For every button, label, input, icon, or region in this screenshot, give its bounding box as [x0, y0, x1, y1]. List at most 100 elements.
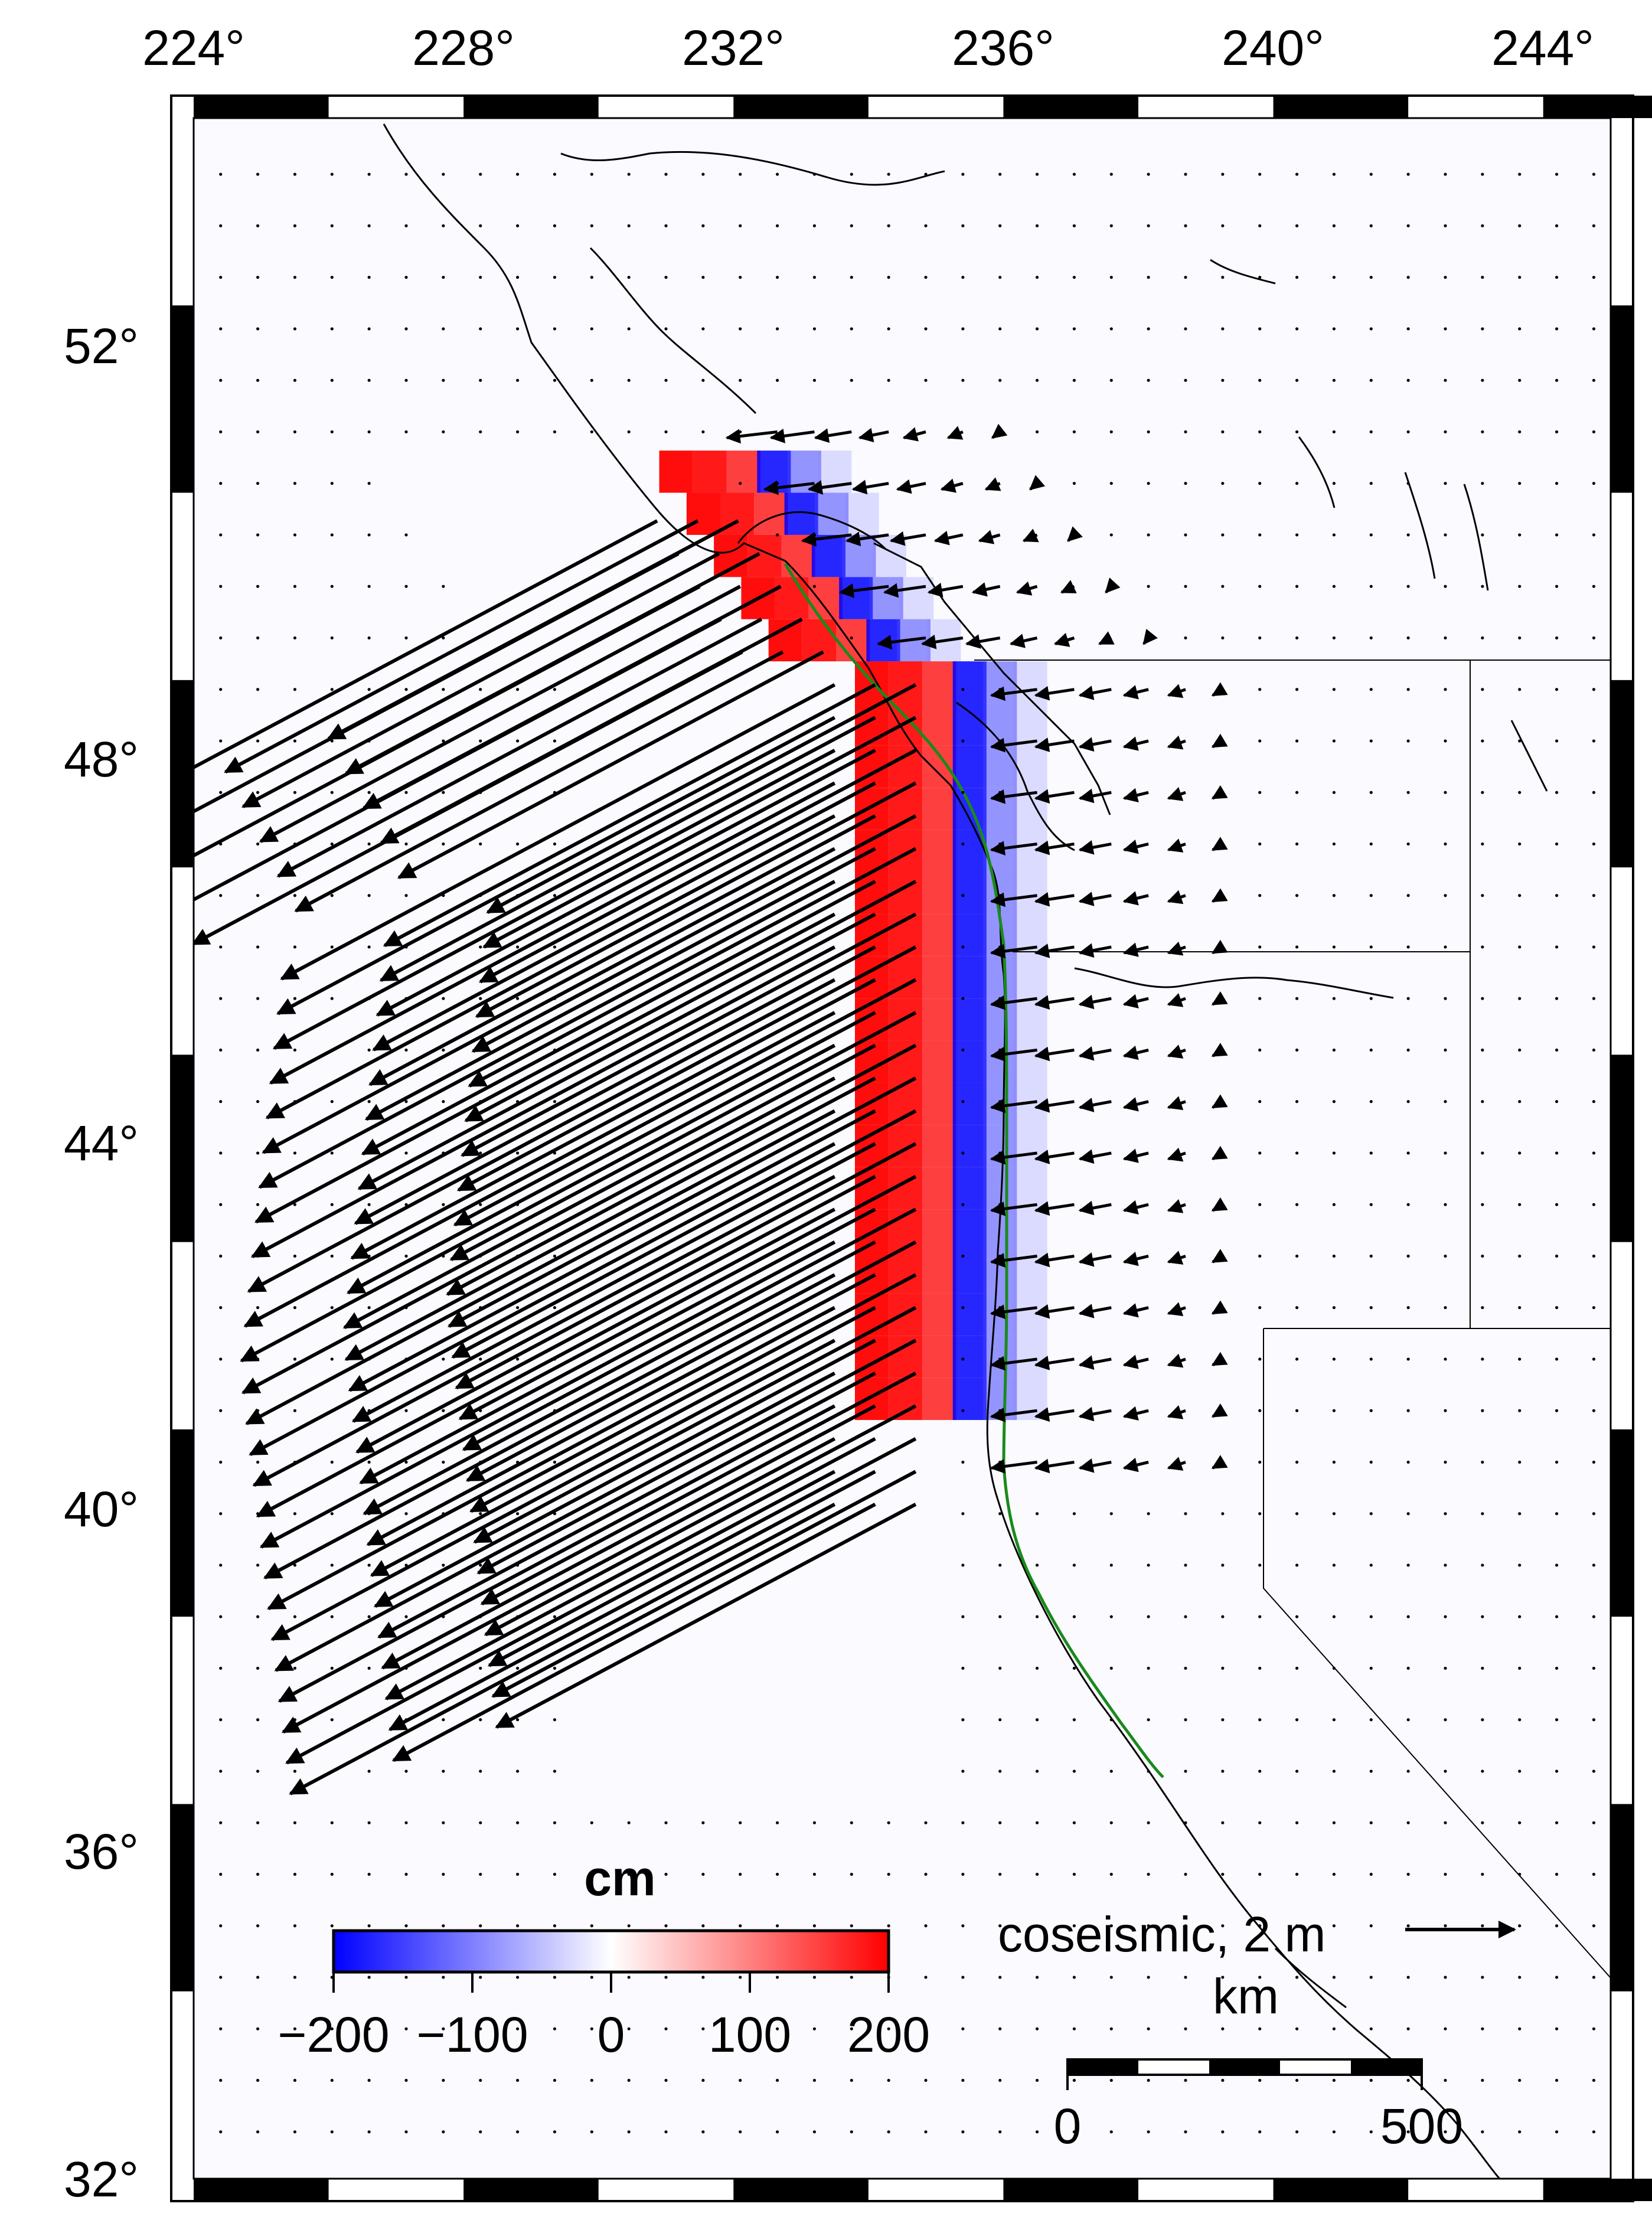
vector-point [1369, 842, 1373, 846]
vector-point [1147, 224, 1150, 228]
vector-point [515, 1666, 520, 1670]
vector-point [664, 1976, 668, 1979]
vector-point [701, 1872, 705, 1876]
vector-point [1555, 1924, 1559, 1928]
vector-point [1481, 636, 1484, 640]
displacement-patch [889, 1040, 923, 1083]
vector-point [664, 430, 668, 434]
vector-point [1481, 1924, 1484, 1928]
vector-point [1406, 1770, 1410, 1773]
vector-point [1592, 688, 1596, 691]
vector-point [1444, 1821, 1447, 1824]
displacement-patch [983, 1293, 1017, 1336]
vector-point [442, 1976, 445, 1979]
vector-point [1444, 276, 1447, 279]
displacement-vector [896, 479, 926, 494]
displacement-vector [281, 1437, 836, 1734]
vector-point [1109, 172, 1113, 176]
vector-point [256, 1976, 260, 1979]
displacement-patch [952, 830, 987, 873]
vector-point [1109, 2027, 1113, 2030]
vector-point [553, 1821, 557, 1824]
vector-point [515, 1821, 520, 1824]
vector-point [1518, 1306, 1522, 1310]
vector-point [1555, 1048, 1559, 1052]
vector-point [219, 276, 223, 279]
vector-point [1258, 1872, 1262, 1876]
vector-point [256, 1563, 260, 1567]
vector-point [1035, 1872, 1039, 1876]
vector-point [1109, 1821, 1113, 1824]
vector-point [590, 1821, 593, 1824]
vector-point [367, 1460, 371, 1464]
vector-point [330, 1357, 334, 1361]
scale-bar-label-0: 0 [1054, 2098, 1082, 2154]
vector-point [219, 2130, 223, 2134]
vector-point [1109, 1872, 1113, 1876]
vector-point [1444, 482, 1447, 485]
vector-point [1481, 430, 1484, 434]
vector-point [515, 430, 520, 434]
vector-point [1221, 172, 1225, 176]
displacement-vector [351, 1142, 876, 1423]
vector-point [1518, 1151, 1522, 1155]
vector-point [1369, 1924, 1373, 1928]
scale-bar-label-500: 500 [1380, 2098, 1463, 2154]
vector-point [1332, 1151, 1336, 1155]
displacement-vector [1122, 1354, 1149, 1369]
vector-point [1555, 1409, 1559, 1412]
vector-point [887, 1821, 890, 1824]
vector-point [330, 1203, 334, 1206]
vector-point [850, 1976, 853, 1979]
vector-point [442, 1563, 445, 1567]
vector-point [219, 1821, 223, 1824]
vector-point [1406, 739, 1410, 743]
vector-point [1295, 1718, 1299, 1722]
vector-point [998, 1357, 1002, 1361]
vector-point [1592, 1460, 1596, 1464]
displacement-vector [1167, 941, 1186, 956]
vector-point [998, 1306, 1002, 1310]
vector-point [1035, 1821, 1039, 1824]
displacement-vector [357, 912, 876, 1190]
vector-point [442, 172, 445, 176]
vector-point [256, 636, 260, 640]
displacement-patch [889, 745, 923, 788]
displacement-vector [272, 749, 836, 1050]
vector-point [664, 1924, 668, 1928]
displacement-vector [814, 428, 852, 443]
vector-point [1592, 224, 1596, 228]
vector-point [1592, 1151, 1596, 1155]
vector-point [1258, 791, 1262, 794]
vector-point [627, 378, 631, 382]
vector-point [1072, 2078, 1076, 2082]
vector-point [219, 2078, 223, 2082]
vector-point [553, 1254, 557, 1258]
vector-point [553, 2027, 557, 2030]
vector-point [330, 1718, 334, 1722]
vector-point [850, 1924, 853, 1928]
colorbar-tick-100: 100 [709, 2007, 791, 2062]
vector-point [1258, 327, 1262, 331]
vector-point [1332, 1460, 1336, 1464]
vector-point [367, 1770, 371, 1773]
vector-point [1035, 1563, 1039, 1567]
vector-point [1184, 636, 1187, 640]
displacement-patch [922, 1377, 956, 1421]
vector-point [1295, 945, 1299, 949]
displacement-patch [889, 1125, 923, 1167]
displacement-vector [1167, 1199, 1186, 1213]
scale-bar: km 0 500 [1054, 1968, 1463, 2154]
displacement-vector [449, 1011, 917, 1261]
displacement-vector [1211, 939, 1228, 955]
vector-point [1295, 1872, 1299, 1876]
vector-point [256, 688, 260, 691]
displacement-vector [372, 781, 876, 1052]
vector-point [1518, 224, 1522, 228]
vector-point [850, 2027, 853, 2030]
vector-point [256, 1460, 260, 1464]
vector-point [1406, 1615, 1410, 1618]
vector-point [664, 378, 668, 382]
displacement-vector [1034, 840, 1075, 856]
vector-point [256, 1306, 260, 1310]
